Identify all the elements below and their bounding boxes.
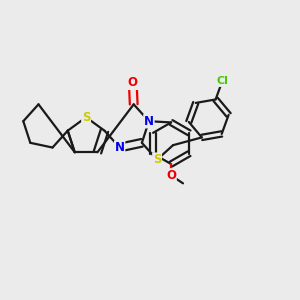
- Text: N: N: [115, 141, 125, 154]
- Text: S: S: [82, 111, 90, 124]
- Text: O: O: [166, 169, 176, 182]
- Text: N: N: [144, 115, 154, 128]
- Text: Cl: Cl: [216, 76, 228, 86]
- Text: S: S: [153, 153, 161, 166]
- Text: O: O: [128, 76, 138, 89]
